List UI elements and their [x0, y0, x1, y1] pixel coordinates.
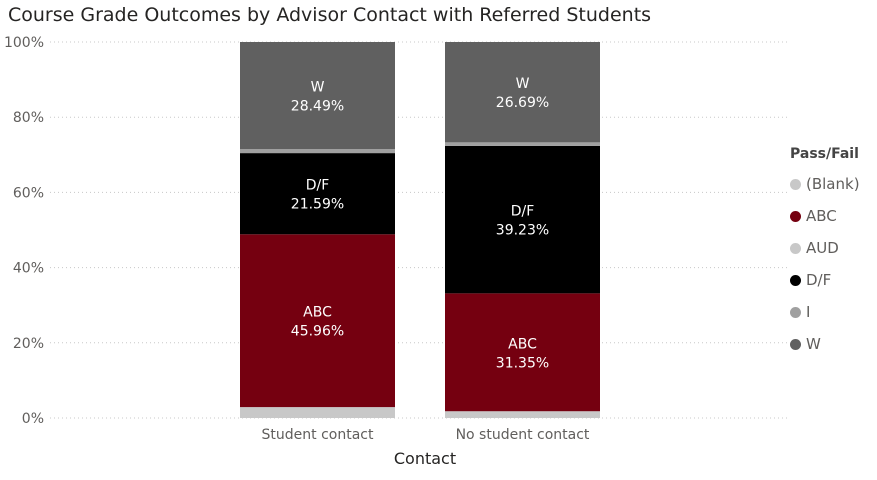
y-tick-label: 100% [4, 35, 44, 51]
data-label-category: D/F [306, 178, 330, 194]
legend-marker-icon [790, 242, 801, 254]
x-axis-title: Contact [394, 449, 456, 468]
data-label-value: 31.35% [496, 355, 549, 371]
data-label-category: D/F [511, 204, 535, 220]
bar-segment-df [240, 153, 395, 235]
legend-marker-icon [790, 338, 801, 350]
legend-label: D/F [806, 271, 832, 289]
legend-marker-icon [790, 178, 801, 190]
data-label-category: W [311, 80, 325, 96]
legend-item[interactable]: W [790, 328, 860, 360]
legend-marker-icon [790, 274, 801, 286]
bar-segment-w [445, 42, 600, 143]
data-label-category: W [516, 76, 530, 92]
legend-marker-icon [790, 306, 801, 318]
y-tick-label: 60% [13, 185, 44, 201]
bar-segment-abc [240, 234, 395, 408]
legend-label: W [806, 335, 821, 353]
data-label-value: 39.23% [496, 223, 549, 239]
y-tick-label: 40% [13, 261, 44, 277]
legend-title: Pass/Fail [790, 146, 859, 162]
data-label-value: 21.59% [291, 197, 344, 213]
data-label-value: 45.96% [291, 324, 344, 340]
bar-segment-w [240, 42, 395, 150]
legend-item[interactable]: ABC [790, 200, 860, 232]
data-label-value: 26.69% [496, 95, 549, 111]
legend-item[interactable]: D/F [790, 264, 860, 296]
legend-label: ABC [806, 207, 837, 225]
legend-label: I [806, 303, 811, 321]
legend-item[interactable]: I [790, 296, 860, 328]
bar-segment-blank [445, 411, 600, 418]
legend-item[interactable]: (Blank) [790, 168, 860, 200]
bar-segment-i [240, 149, 395, 154]
x-tick-label: Student contact [262, 427, 374, 443]
data-label-category: ABC [508, 336, 537, 352]
x-tick-label: No student contact [456, 427, 590, 443]
bar-segment-blank [240, 407, 395, 418]
bar-segment-i [445, 142, 600, 146]
bar-segment-df [445, 145, 600, 294]
bar-segment-abc [445, 293, 600, 412]
legend: Pass/Fail (Blank) ABC AUD D/F I W [790, 146, 860, 360]
chart-title: Course Grade Outcomes by Advisor Contact… [8, 4, 652, 26]
y-tick-label: 20% [13, 336, 44, 352]
data-label-value: 28.49% [291, 99, 344, 115]
data-label-category: ABC [303, 305, 332, 321]
legend-item[interactable]: AUD [790, 232, 860, 264]
y-tick-label: 80% [13, 110, 44, 126]
legend-label: (Blank) [806, 175, 860, 193]
legend-marker-icon [790, 210, 801, 222]
legend-label: AUD [806, 239, 839, 257]
y-tick-label: 0% [22, 411, 44, 427]
